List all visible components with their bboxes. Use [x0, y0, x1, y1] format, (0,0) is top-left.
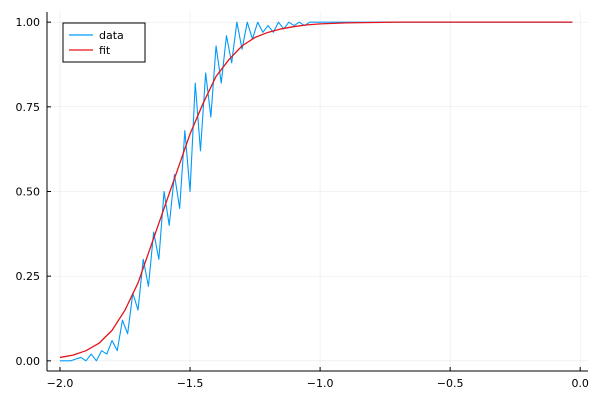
y-tick-label: 1.00 — [16, 16, 41, 29]
legend-label-data: data — [99, 29, 124, 42]
x-tick-label: −1.5 — [177, 377, 204, 390]
series-layer — [59, 21, 573, 362]
series-line-data — [60, 21, 573, 362]
legend: data fit — [62, 22, 146, 63]
x-ticks: −2.0 −1.5 −1.0 −0.5 0.0 — [47, 367, 589, 390]
x-tick-label: −0.5 — [437, 377, 464, 390]
y-ticks: 0.00 0.25 0.50 0.75 1.00 — [16, 16, 51, 368]
legend-label-fit: fit — [99, 44, 111, 57]
x-tick-label: −1.0 — [307, 377, 334, 390]
legend-box — [62, 22, 146, 63]
x-tick-label: 0.0 — [571, 377, 589, 390]
y-tick-label: 0.75 — [16, 101, 41, 114]
y-tick-label: 0.00 — [16, 355, 41, 368]
x-tick-label: −2.0 — [47, 377, 74, 390]
y-tick-label: 0.25 — [16, 270, 41, 283]
series-line-fit — [59, 21, 573, 359]
grid — [47, 12, 588, 371]
y-tick-label: 0.50 — [16, 186, 41, 199]
